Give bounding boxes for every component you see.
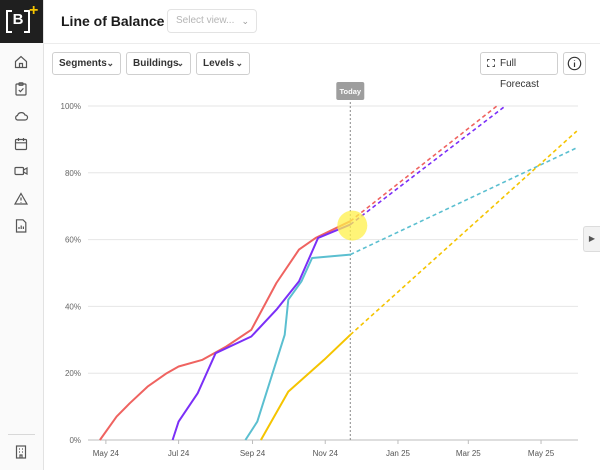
home-icon[interactable]	[13, 54, 29, 70]
cursor-highlight	[337, 210, 368, 241]
segments-filter-button[interactable]: Segments ⌄	[52, 52, 121, 75]
today-badge[interactable]	[336, 82, 365, 100]
chevron-down-icon: ⌄	[176, 58, 184, 68]
y-tick-label: 80%	[65, 169, 81, 178]
info-button[interactable]	[563, 52, 586, 75]
chart-grid	[88, 105, 578, 441]
series-2-actual-line[interactable]	[171, 223, 351, 441]
series-4-actual-line[interactable]	[260, 334, 351, 441]
rail-divider	[8, 434, 35, 435]
series-1-actual-line[interactable]	[99, 220, 351, 441]
x-tick-label: Sep 24	[240, 449, 266, 458]
x-tick-label: May 24	[93, 449, 120, 458]
series-4-forecast-line[interactable]	[349, 130, 578, 336]
series-2-forecast-line[interactable]	[349, 105, 506, 226]
page-title: Line of Balance	[61, 13, 165, 29]
clipboard-icon[interactable]	[13, 81, 29, 97]
y-tick-label: 40%	[65, 302, 81, 311]
panel-expand-tab[interactable]: ▶	[583, 226, 600, 252]
chevron-down-icon: ⌄	[235, 58, 243, 68]
series-3-actual-line[interactable]	[244, 253, 351, 441]
chevron-down-icon: ⌄	[106, 58, 114, 68]
y-tick-label: 0%	[69, 436, 81, 445]
building-icon[interactable]	[13, 444, 29, 460]
today-marker[interactable]: Today	[336, 82, 365, 440]
page-header: Line of Balance - Select view... ⌄	[43, 0, 600, 44]
title-separator: -	[155, 12, 160, 27]
buildings-filter-button[interactable]: Buildings ⌄	[126, 52, 191, 75]
x-tick-label: Jan 25	[386, 449, 411, 458]
cursor-highlight-dot	[337, 210, 368, 241]
buildings-filter-label: Buildings	[133, 58, 179, 69]
chevron-down-icon: ⌄	[241, 16, 249, 26]
x-axis-ticks: May 24 Jul 24 Sep 24 Nov 24 Jan 25 Mar 25 May …	[93, 440, 555, 458]
view-select[interactable]: Select view... ⌄	[167, 9, 257, 33]
y-tick-label: 20%	[65, 369, 81, 378]
x-tick-label: May 25	[528, 449, 555, 458]
y-axis-ticks: 0% 20% 40% 60% 80% 100%	[61, 102, 81, 445]
logo-plus: +	[29, 2, 39, 19]
video-icon[interactable]	[13, 163, 29, 179]
y-tick-label: 100%	[61, 102, 81, 111]
today-label: Today	[340, 87, 362, 96]
series-1-forecast-line[interactable]	[349, 105, 498, 222]
levels-filter-button[interactable]: Levels ⌄	[196, 52, 250, 75]
warning-icon[interactable]	[13, 191, 29, 207]
series-3-forecast-line[interactable]	[349, 147, 578, 256]
info-icon	[567, 56, 582, 71]
segments-filter-label: Segments	[59, 58, 107, 69]
full-forecast-label: Full Forecast	[500, 58, 539, 90]
levels-filter-label: Levels	[203, 58, 235, 69]
y-tick-label: 60%	[65, 236, 81, 245]
app-logo[interactable]: B +	[0, 0, 43, 43]
report-icon[interactable]	[13, 218, 29, 234]
chart-series	[99, 105, 578, 441]
x-tick-label: Mar 25	[456, 449, 481, 458]
full-forecast-button[interactable]: Full Forecast	[480, 52, 558, 90]
expand-icon	[487, 59, 495, 67]
logo-letter: B	[6, 9, 30, 33]
x-tick-label: Nov 24	[313, 449, 339, 458]
left-nav-rail: B +	[0, 0, 44, 470]
view-select-placeholder: Select view...	[176, 15, 235, 26]
calendar-icon[interactable]	[13, 136, 29, 152]
cloud-icon[interactable]	[13, 108, 29, 124]
x-tick-label: Jul 24	[168, 449, 190, 458]
